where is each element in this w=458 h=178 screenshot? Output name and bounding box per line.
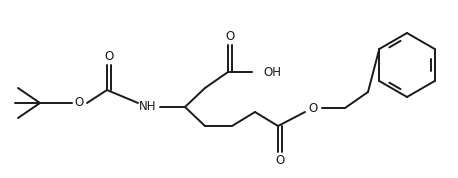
Text: O: O bbox=[275, 153, 284, 166]
Text: O: O bbox=[308, 101, 318, 114]
Text: O: O bbox=[225, 30, 234, 43]
Text: OH: OH bbox=[263, 66, 281, 78]
Text: NH: NH bbox=[139, 101, 157, 114]
Text: O: O bbox=[104, 51, 114, 64]
Text: O: O bbox=[74, 96, 84, 109]
